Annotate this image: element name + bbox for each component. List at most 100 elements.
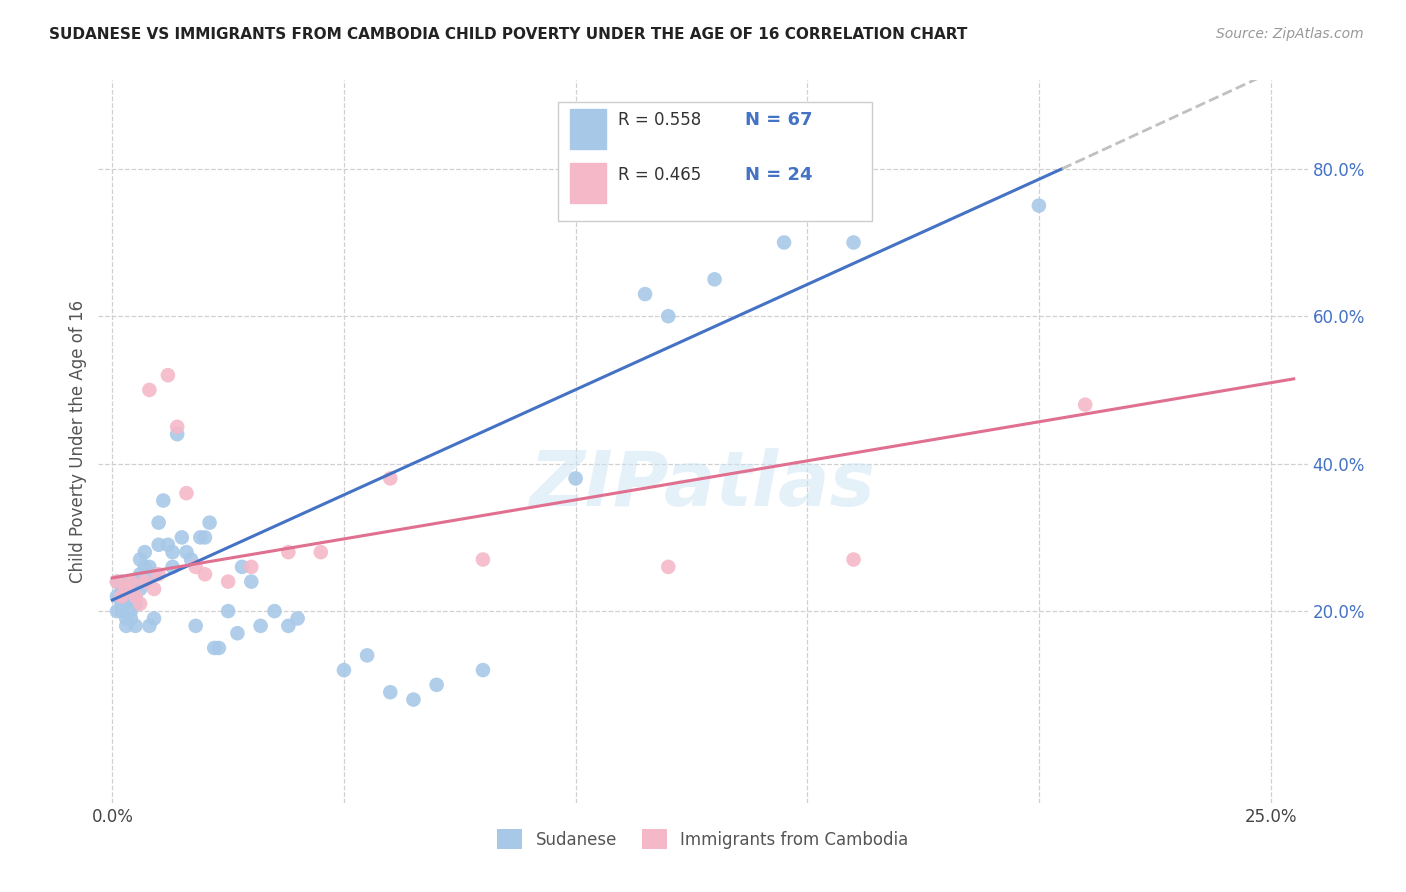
Point (426, 678, 449, 692)
Point (143, 567, 166, 582)
Point (287, 611, 309, 625)
Point (231, 560, 253, 574)
Point (134, 574, 156, 589)
Point (402, 692, 425, 706)
Point (471, 663, 494, 677)
Point (124, 590, 146, 604)
Point (156, 368, 179, 383)
Point (380, 685, 402, 699)
Point (110, 574, 132, 589)
Point (134, 560, 156, 574)
Point (120, 611, 142, 625)
Point (356, 648, 378, 663)
Text: Source: ZipAtlas.com: Source: ZipAtlas.com (1216, 27, 1364, 41)
Point (115, 619, 138, 633)
Point (148, 516, 170, 530)
Point (166, 427, 188, 442)
Text: N = 67: N = 67 (745, 111, 813, 128)
Point (138, 619, 160, 633)
Text: ZIPatlas: ZIPatlas (530, 448, 876, 522)
Point (129, 582, 152, 596)
Point (217, 604, 239, 618)
Point (842, 235, 865, 250)
Point (194, 530, 217, 544)
Point (162, 545, 184, 559)
Point (277, 545, 299, 559)
Point (124, 590, 146, 604)
Point (120, 604, 142, 618)
Point (156, 538, 179, 552)
Point (115, 611, 138, 625)
Point (208, 640, 231, 655)
Point (124, 597, 146, 611)
Point (194, 567, 217, 582)
Point (129, 552, 152, 566)
Point (148, 567, 170, 582)
Point (115, 582, 138, 596)
Point (184, 619, 207, 633)
Point (226, 626, 249, 640)
Point (162, 560, 184, 574)
Point (115, 597, 138, 611)
Point (152, 493, 174, 508)
Point (120, 590, 142, 604)
Point (176, 486, 198, 500)
Y-axis label: Child Poverty Under the Age of 16: Child Poverty Under the Age of 16 (69, 300, 87, 583)
Point (263, 604, 285, 618)
Point (143, 582, 166, 596)
Point (188, 530, 211, 544)
Point (198, 516, 221, 530)
Point (240, 574, 263, 589)
Point (309, 545, 332, 559)
Point (105, 590, 128, 604)
Text: SUDANESE VS IMMIGRANTS FROM CAMBODIA CHILD POVERTY UNDER THE AGE OF 16 CORRELATI: SUDANESE VS IMMIGRANTS FROM CAMBODIA CHI… (49, 27, 967, 42)
Point (217, 574, 239, 589)
Point (166, 419, 188, 434)
Point (240, 560, 263, 574)
Point (124, 619, 146, 633)
Point (333, 663, 356, 677)
Point (184, 560, 207, 574)
Point (105, 604, 128, 618)
Point (1074, 398, 1097, 412)
Point (134, 574, 156, 589)
Point (110, 582, 132, 596)
Point (148, 538, 170, 552)
Point (134, 545, 156, 559)
Point (249, 619, 271, 633)
Point (380, 471, 402, 485)
Point (170, 530, 193, 544)
Point (105, 574, 128, 589)
Point (703, 272, 725, 286)
Point (129, 567, 152, 582)
Point (115, 590, 138, 604)
Legend: Sudanese, Immigrants from Cambodia: Sudanese, Immigrants from Cambodia (491, 822, 915, 856)
Point (120, 582, 142, 596)
Point (143, 611, 166, 625)
Text: R = 0.558: R = 0.558 (619, 111, 702, 128)
Point (564, 471, 586, 485)
Point (124, 574, 146, 589)
Point (657, 309, 679, 323)
Bar (569, 109, 606, 149)
Point (176, 545, 198, 559)
Point (110, 590, 132, 604)
FancyBboxPatch shape (558, 102, 872, 221)
Point (277, 619, 299, 633)
Point (202, 640, 225, 655)
Point (120, 574, 142, 589)
Point (110, 604, 132, 618)
Point (138, 383, 160, 397)
Point (115, 582, 138, 596)
Point (1028, 199, 1050, 213)
Point (105, 574, 128, 589)
Point (180, 552, 202, 566)
Bar (569, 163, 606, 203)
Text: N = 24: N = 24 (745, 166, 813, 184)
Text: R = 0.465: R = 0.465 (619, 166, 702, 184)
Point (129, 597, 152, 611)
Point (657, 560, 679, 574)
Point (634, 287, 657, 301)
Point (773, 235, 796, 250)
Point (842, 552, 865, 566)
